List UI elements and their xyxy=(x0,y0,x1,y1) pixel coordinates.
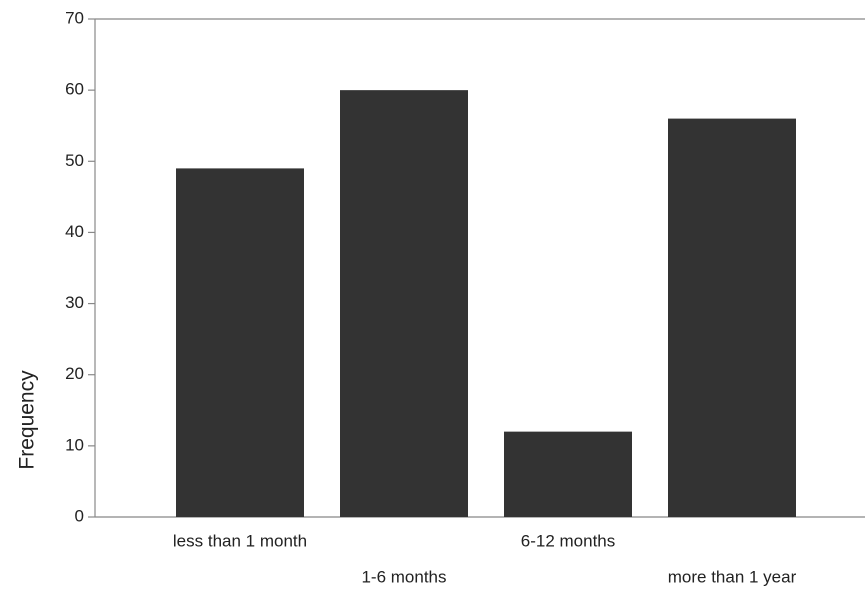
y-tick-label: 40 xyxy=(65,222,84,241)
y-axis-label: Frequency xyxy=(16,370,39,470)
x-tick-label: 1-6 months xyxy=(361,567,446,586)
y-tick-label: 30 xyxy=(65,293,84,312)
bar xyxy=(668,118,796,517)
bar xyxy=(340,90,468,518)
y-tick-label: 20 xyxy=(65,364,84,383)
y-tick-label: 10 xyxy=(65,435,84,454)
y-tick-label: 0 xyxy=(75,506,84,525)
y-tick-label: 50 xyxy=(65,151,84,170)
bar xyxy=(176,168,304,517)
y-tick-label: 70 xyxy=(65,8,84,27)
x-tick-label: more than 1 year xyxy=(668,567,797,586)
bar xyxy=(504,431,632,517)
y-tick-label: 60 xyxy=(65,80,84,99)
x-tick-label: less than 1 month xyxy=(173,531,307,550)
x-tick-label: 6-12 months xyxy=(521,531,616,550)
